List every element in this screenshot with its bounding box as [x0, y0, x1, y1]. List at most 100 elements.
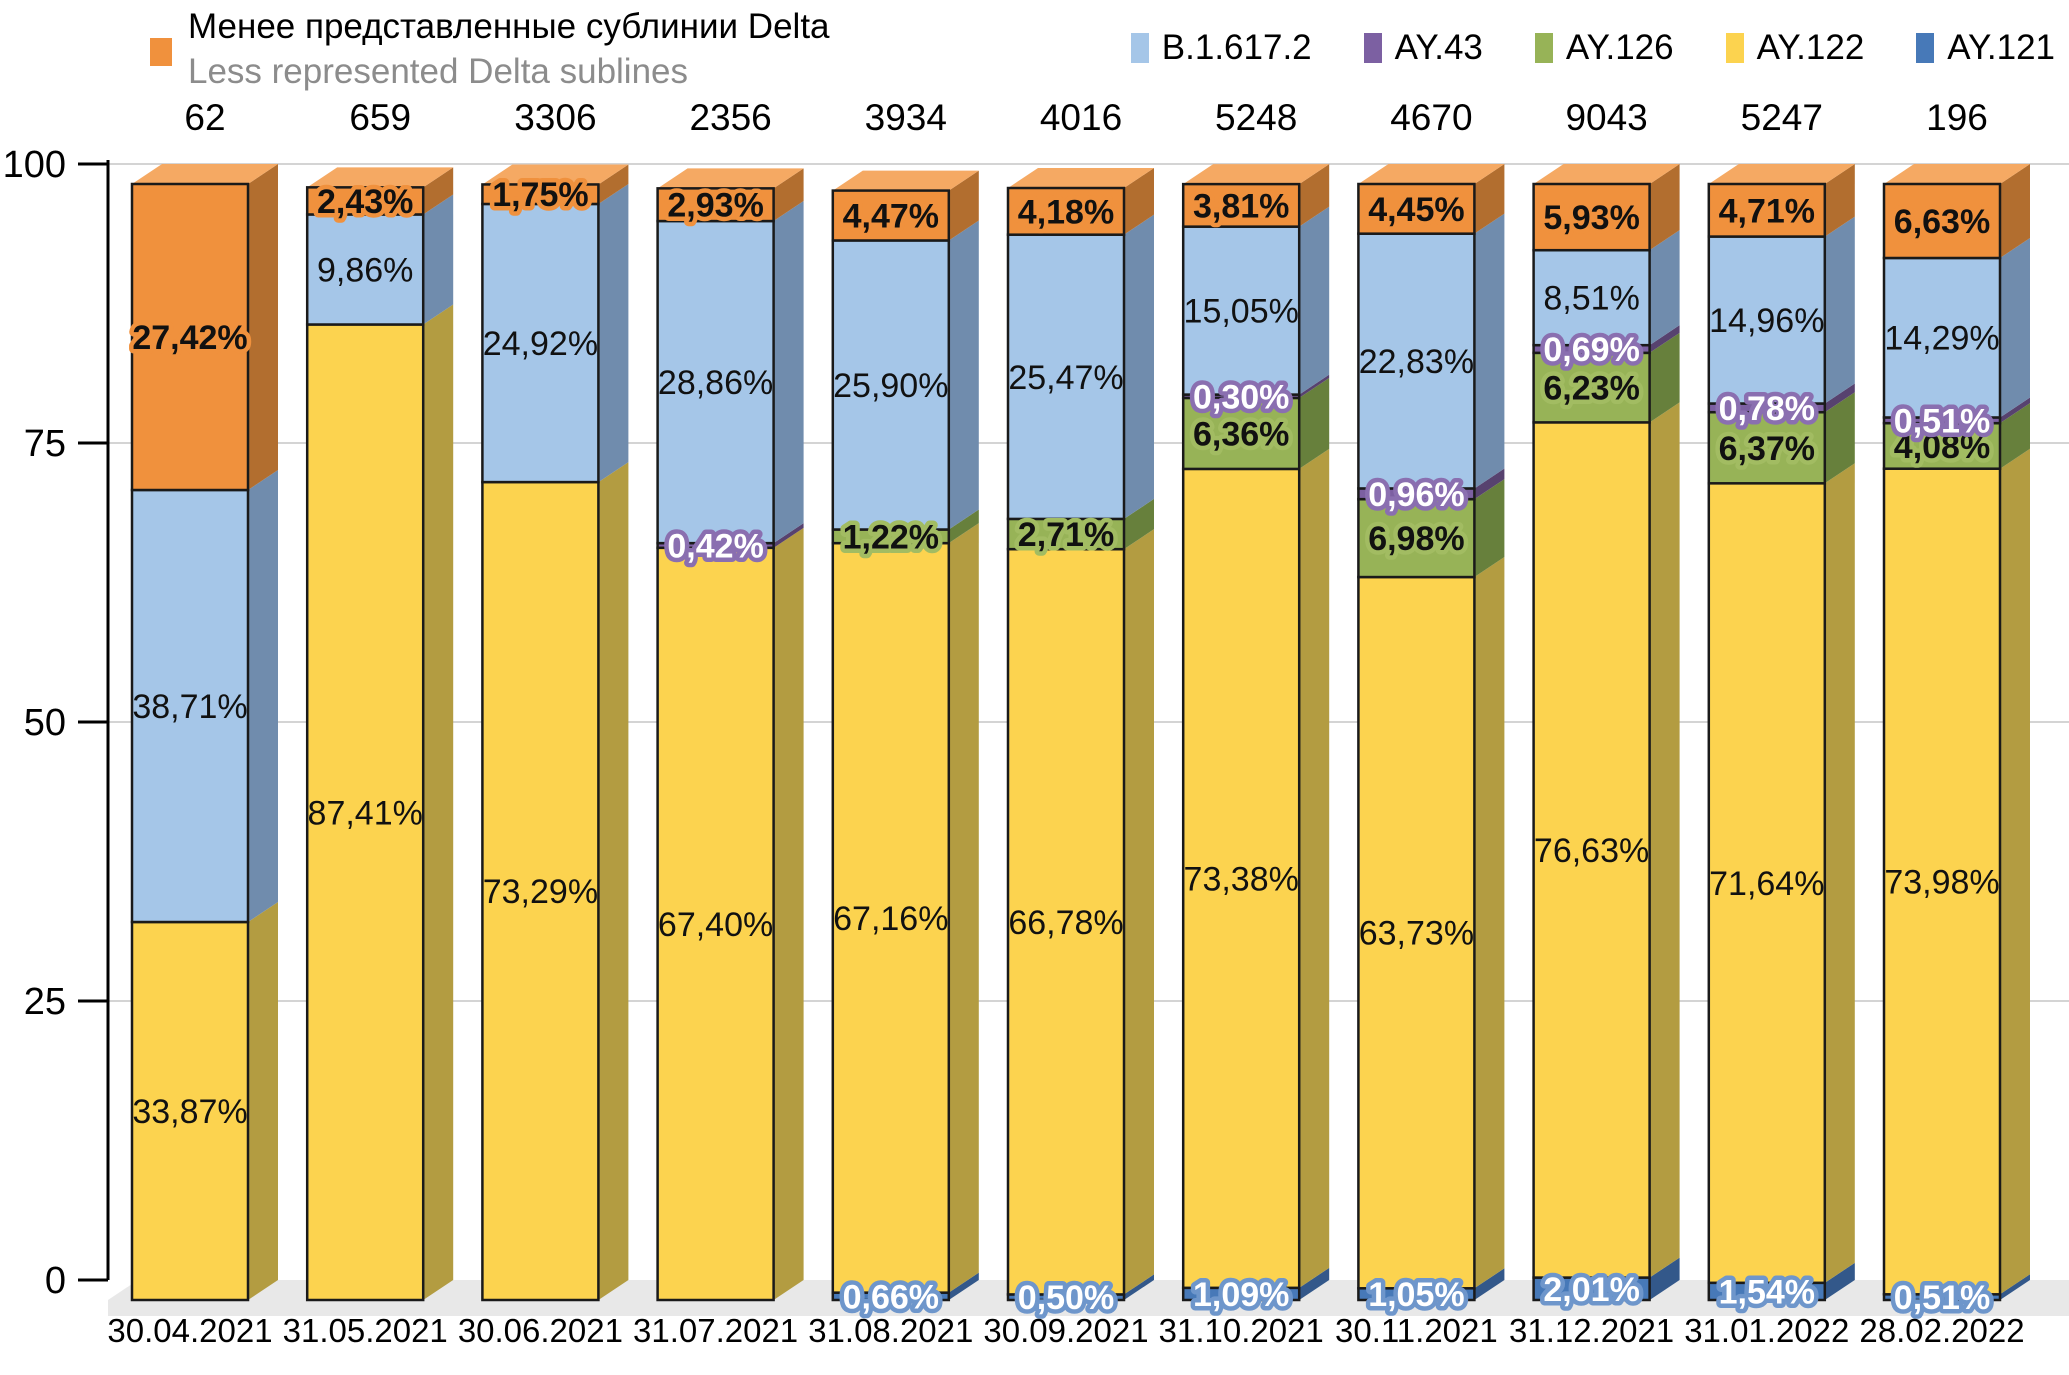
segment-label: 4,18% — [1018, 193, 1114, 231]
bar-side-face — [1299, 374, 1330, 398]
bar-segment — [305, 186, 425, 216]
segment-label: 25,90% — [833, 367, 948, 405]
legend-other-delta: Менее представленные сублинии Delta Less… — [150, 4, 830, 94]
bar-side-face — [1649, 230, 1680, 346]
count-label: 3934 — [865, 97, 947, 138]
bar-side-face — [948, 170, 979, 241]
segment-label: 6,23% — [1543, 370, 1639, 408]
bar-side-face — [773, 168, 804, 222]
count-label: 4016 — [1040, 97, 1122, 138]
bar-side-face — [248, 164, 278, 491]
bar-segment — [1707, 482, 1827, 1285]
segment-label: 87,41% — [308, 794, 423, 832]
bar-segment — [481, 480, 600, 1302]
segment-label: 5,93% — [1543, 199, 1639, 237]
legend-other-title-en: Less represented Delta sublines — [188, 52, 689, 91]
segment-label: 0,69% — [1543, 331, 1639, 369]
bar-top-face — [1183, 164, 1330, 185]
bar-side-face — [948, 1272, 979, 1300]
bar-side-face — [248, 902, 278, 1300]
bar-segment — [1357, 182, 1476, 235]
segment-label: 6,98% — [1368, 520, 1464, 558]
legend-other-swatch — [150, 38, 172, 66]
bar-side-face — [598, 462, 629, 1300]
bar-side-face — [1299, 377, 1330, 469]
bar-top-face — [1008, 168, 1154, 189]
bar-side-face — [2000, 1274, 2030, 1300]
legend-item-b16172: B.1.617.2 — [1130, 28, 1312, 68]
bar-side-face — [1824, 1262, 1855, 1300]
count-label: 196 — [1926, 97, 1988, 138]
x-axis-category-label: 28.02.2022 — [1859, 1312, 2024, 1349]
legend-item-ay122: AY.122 — [1725, 28, 1864, 68]
segment-label: 27,42% — [132, 319, 247, 357]
bar-side-face — [1824, 392, 1855, 484]
bar-side-face — [1299, 206, 1330, 395]
bar-segment — [1357, 232, 1476, 490]
segment-label: 1,54% — [1719, 1273, 1815, 1311]
legend-other-title-ru: Менее представленные сублинии Delta — [188, 7, 830, 46]
bar-top-face — [657, 168, 804, 189]
x-axis-category-label: 30.04.2021 — [107, 1312, 272, 1349]
segment-label: 73,38% — [1184, 860, 1299, 898]
x-axis-category-label: 30.11.2021 — [1335, 1312, 1498, 1349]
bar-side-face — [423, 194, 454, 325]
bar-segment — [1006, 517, 1126, 551]
segment-label: 4,45% — [1368, 191, 1464, 229]
bar-side-face — [1299, 164, 1330, 227]
legend-item-ay126: AY.126 — [1534, 28, 1674, 68]
bar-side-face — [1474, 213, 1505, 489]
legend-ay43-swatch — [1363, 33, 1382, 63]
bar-side-face — [948, 220, 979, 530]
bar-side-face — [598, 164, 629, 204]
segment-label: 6,37% — [1719, 430, 1815, 468]
bar-top-face — [307, 167, 454, 188]
segment-label: 0,96% — [1368, 476, 1464, 514]
bar-side-face — [1474, 468, 1505, 500]
segment-label: 6,36% — [1193, 415, 1289, 453]
y-axis-tick-label: 0 — [45, 1260, 66, 1302]
bar-segment — [1532, 351, 1651, 424]
segment-label: 67,40% — [658, 906, 773, 944]
segment-label: 33,87% — [132, 1093, 247, 1131]
segment-label: 24,92% — [483, 325, 598, 363]
segment-label: 4,08% — [1894, 428, 1990, 466]
segment-label: 67,16% — [833, 900, 948, 938]
bar-segment — [1707, 410, 1827, 485]
x-axis-category-label: 30.06.2021 — [458, 1312, 623, 1349]
bar-segment — [1532, 182, 1651, 252]
segment-label: 1,09% — [1193, 1276, 1289, 1314]
bar-side-face — [1649, 1257, 1680, 1300]
bar-side-face — [1824, 216, 1855, 404]
count-label: 5248 — [1215, 97, 1297, 138]
legend-other-titles: Менее представленные сублинии Delta Less… — [188, 4, 830, 94]
segment-label: 1,05% — [1368, 1276, 1464, 1314]
bar-side-face — [1474, 557, 1505, 1289]
bar-side-face — [2000, 403, 2030, 469]
bar-side-face — [1124, 168, 1154, 235]
bar-side-face — [948, 523, 979, 1293]
segment-label: 3,81% — [1193, 187, 1289, 225]
bar-segment — [831, 189, 951, 242]
count-label: 4670 — [1390, 97, 1472, 138]
segment-label: 71,64% — [1709, 865, 1824, 903]
bar-side-face — [1474, 164, 1505, 234]
bar-top-face — [1358, 164, 1505, 184]
legend-ay126-label: AY.126 — [1565, 28, 1674, 67]
bar-side-face — [423, 304, 454, 1300]
y-axis-tick-label: 50 — [24, 702, 66, 744]
bar-top-face — [1533, 164, 1680, 184]
bar-side-face — [773, 523, 804, 548]
count-label: 9043 — [1565, 97, 1647, 138]
bar-side-face — [1824, 164, 1855, 237]
legend-ay43-label: AY.43 — [1394, 28, 1483, 67]
bar-side-face — [1474, 479, 1505, 578]
bar-segment — [1882, 467, 2002, 1296]
bar-segment — [1181, 467, 1301, 1290]
x-axis-category-label: 31.12.2021 — [1509, 1312, 1674, 1349]
legend-b16172-swatch — [1130, 33, 1149, 63]
bar-segment — [1882, 256, 2002, 419]
bar-side-face — [1299, 448, 1330, 1288]
bar-side-face — [1474, 1268, 1505, 1300]
